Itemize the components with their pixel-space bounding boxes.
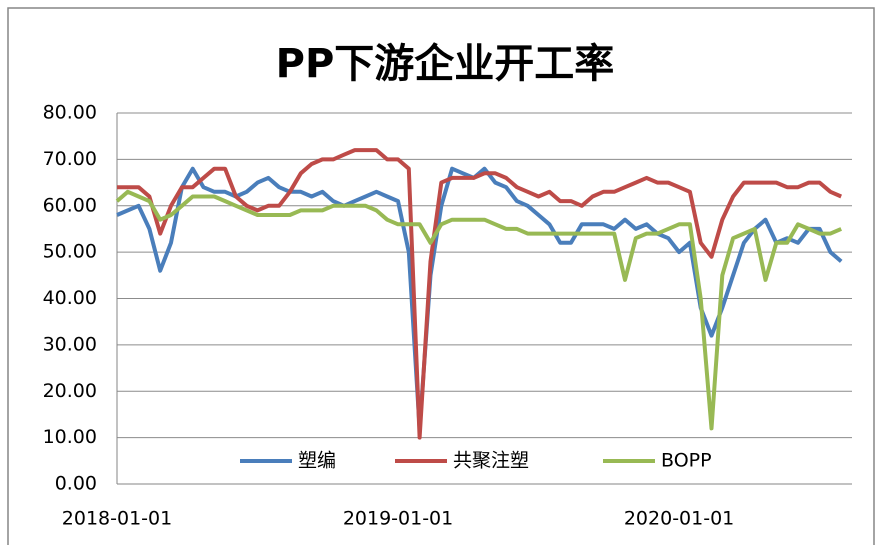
- y-tick-label: 70.00: [43, 148, 97, 170]
- x-tick-label: 2020-01-01: [624, 508, 734, 530]
- y-tick-label: 60.00: [43, 194, 97, 216]
- x-tick-label: 2019-01-01: [343, 508, 453, 530]
- y-tick-label: 10.00: [43, 426, 97, 448]
- x-tick-label: 2018-01-01: [62, 508, 172, 530]
- legend-label: 塑编: [298, 450, 336, 472]
- y-tick-label: 50.00: [43, 241, 97, 263]
- y-tick-label: 0.00: [55, 473, 97, 495]
- chart-title: PP下游企业开工率: [276, 41, 615, 87]
- y-tick-label: 20.00: [43, 380, 97, 402]
- legend-label: 共聚注塑: [453, 450, 529, 472]
- legend-label: BOPP: [661, 450, 712, 472]
- y-tick-label: 30.00: [43, 333, 97, 355]
- y-tick-label: 80.00: [43, 102, 97, 124]
- series-line: [117, 148, 842, 440]
- series-line: [115, 189, 842, 431]
- y-tick-label: 40.00: [43, 287, 97, 309]
